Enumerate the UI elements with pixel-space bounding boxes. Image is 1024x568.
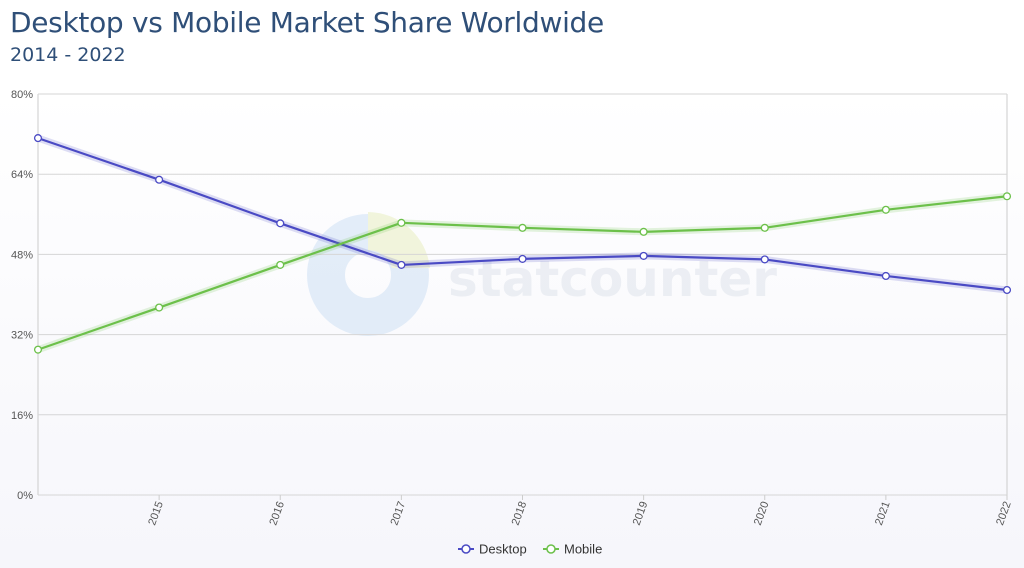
- x-tick-label: 2022: [994, 500, 1014, 527]
- chart-title: Desktop vs Mobile Market Share Worldwide: [10, 6, 604, 39]
- mobile-point: [33, 345, 43, 354]
- legend-desktop-marker: [461, 544, 471, 554]
- desktop-point: [276, 219, 285, 228]
- series-layer: [33, 134, 1012, 354]
- x-tick-label: 2019: [631, 500, 651, 527]
- mobile-point: [1002, 192, 1012, 201]
- mobile-point: [155, 303, 164, 312]
- desktop-point: [760, 255, 769, 264]
- legend-mobile-marker: [546, 544, 556, 554]
- mobile-point: [881, 205, 890, 214]
- y-tick-label: 32%: [11, 330, 33, 342]
- x-tick-label: 2017: [389, 500, 409, 527]
- y-tick-label: 0%: [17, 490, 33, 502]
- x-tick-label: 2015: [146, 500, 166, 527]
- desktop-point: [1002, 285, 1012, 295]
- y-tick-label: 64%: [11, 169, 33, 181]
- chart-subtitle: 2014 - 2022: [10, 44, 126, 66]
- x-tick-label: 2020: [752, 500, 772, 527]
- x-tick-label: 2016: [267, 500, 287, 527]
- desktop-point: [639, 251, 648, 260]
- desktop-point: [155, 175, 164, 184]
- legend-mobile-label: Mobile: [564, 542, 602, 557]
- y-tick-label: 48%: [11, 249, 33, 261]
- mobile-point: [397, 218, 406, 227]
- y-tick-label: 80%: [11, 89, 33, 101]
- y-tick-label: 16%: [11, 410, 33, 422]
- mobile-point: [760, 223, 769, 232]
- mobile-point: [518, 223, 527, 232]
- desktop-point: [397, 260, 406, 269]
- legend: Desktop Mobile: [458, 542, 602, 557]
- statcounter-watermark: statcounter: [307, 212, 777, 336]
- x-tick-label: 2021: [873, 500, 893, 527]
- mobile-point: [639, 227, 648, 236]
- desktop-point: [881, 271, 890, 281]
- desktop-point: [518, 254, 527, 263]
- desktop-point: [33, 134, 43, 143]
- mobile-point: [276, 260, 285, 269]
- legend-desktop-label: Desktop: [479, 542, 527, 557]
- x-tick-label: 2018: [510, 500, 530, 527]
